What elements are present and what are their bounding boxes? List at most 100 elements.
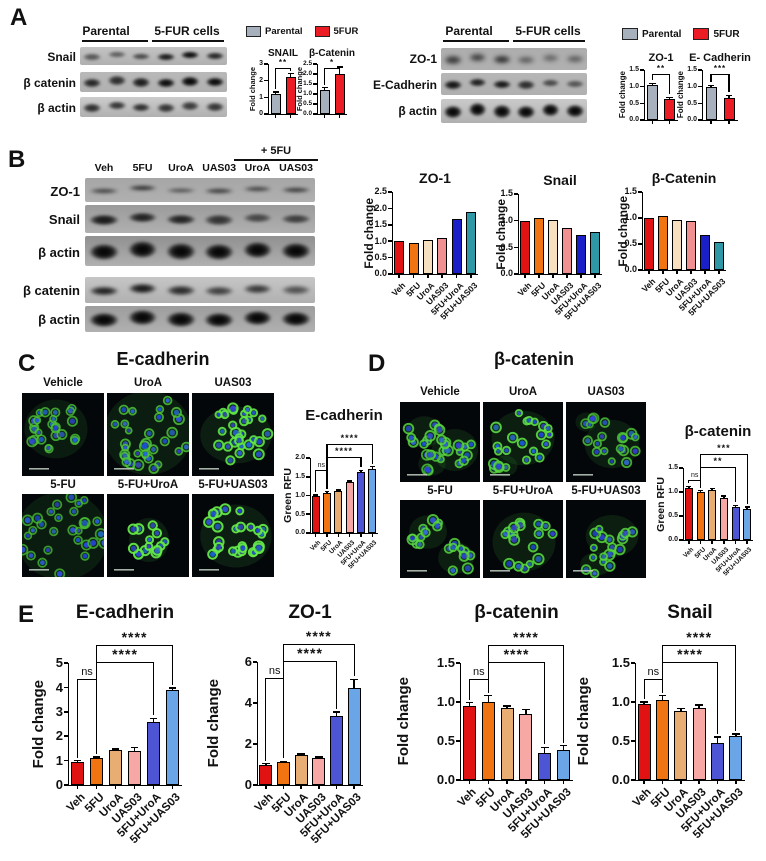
y-axis xyxy=(642,192,643,270)
y-tick xyxy=(631,740,635,742)
blot-band xyxy=(467,53,488,62)
sig-bracket-leg xyxy=(661,645,664,693)
bar-UAS03 xyxy=(312,758,326,785)
fluorescence-micrograph xyxy=(107,494,189,577)
sig-bracket xyxy=(662,662,718,664)
y-tick-label: 1.0 xyxy=(611,694,630,710)
y-tick xyxy=(514,219,518,222)
y-tick-label: 1.0 xyxy=(687,83,697,91)
x-tick xyxy=(688,540,690,544)
y-tick xyxy=(388,224,392,226)
blot-band xyxy=(126,211,159,224)
bar-UAS03 xyxy=(692,708,706,780)
y-tick-label: 1.5 xyxy=(500,188,513,199)
chart-a-ecadherin: E- Cadherin Fold change 0.0 0.5 1.0 1.5 *** xyxy=(674,50,754,142)
y-tick xyxy=(64,784,68,786)
x-tick xyxy=(300,785,302,789)
sig-bracket-leg xyxy=(728,74,730,93)
y-tick-label: 1.5 xyxy=(624,186,637,197)
y-tick xyxy=(313,73,317,75)
x-tick xyxy=(735,780,737,784)
error-bar-cap xyxy=(559,744,568,747)
blot-band xyxy=(155,52,176,62)
sig-label-ns: ns xyxy=(268,665,281,677)
error-bar-cap xyxy=(287,72,294,75)
y-tick-label: 6 xyxy=(244,654,252,670)
y-tick-label: 0 xyxy=(259,110,263,118)
x-tick xyxy=(360,533,362,537)
sig-label-***: *** xyxy=(717,443,731,453)
x-tick xyxy=(699,540,702,544)
bar-UAS03 xyxy=(719,497,728,540)
x-tick xyxy=(318,785,320,789)
bar-5FUR xyxy=(285,77,296,114)
error-bar-cap xyxy=(707,84,715,87)
blot-row-label-aright1: E-Cadherin xyxy=(372,78,437,92)
error-bar-cap xyxy=(540,746,549,748)
x-tick xyxy=(353,785,355,789)
y-tick-label: 0.5 xyxy=(668,512,678,520)
legend-swatch-Parental xyxy=(246,26,261,37)
lane-header-UAS03: UAS03 xyxy=(279,162,313,174)
error-bar xyxy=(171,688,174,690)
x-tick xyxy=(710,120,712,124)
bar-Veh xyxy=(394,241,405,274)
blot-band xyxy=(88,285,120,297)
sig-bracket xyxy=(96,662,154,664)
error-bar-cap xyxy=(313,494,319,496)
image-label-d-Vehicle: Vehicle xyxy=(420,386,460,398)
blot-row-label-aleft2: β actin xyxy=(37,101,76,115)
fluorescence-micrograph xyxy=(483,500,563,578)
y-tick xyxy=(456,740,460,742)
x-tick xyxy=(544,780,546,784)
lane-header-Veh: Veh xyxy=(94,162,114,174)
bar-Parental xyxy=(647,85,658,120)
y-tick-label: 0.0 xyxy=(436,772,455,788)
bar-5FU xyxy=(408,242,419,274)
y-tick-label: 1.5 xyxy=(629,66,639,74)
blot-a-bactin2 xyxy=(441,99,587,123)
sig-bracket-leg xyxy=(360,457,362,468)
sig-bracket xyxy=(327,457,361,459)
panel-d-title: β-catenin xyxy=(494,349,574,369)
sig-label-**: ** xyxy=(656,64,666,73)
blot-band xyxy=(82,77,103,89)
y-tick-label: 1.5 xyxy=(303,79,312,87)
y-tick xyxy=(456,701,460,703)
sig-bracket xyxy=(327,444,373,446)
error-bar-cap xyxy=(314,756,323,758)
x-tick xyxy=(506,780,508,784)
y-tick xyxy=(64,662,68,664)
y-tick-label: 2.5 xyxy=(374,186,387,197)
error-bar-cap xyxy=(744,506,750,508)
sig-bracket-leg xyxy=(289,68,292,71)
x-tick xyxy=(412,274,415,278)
sig-bracket-leg xyxy=(171,645,174,686)
blot-band xyxy=(467,102,488,117)
blot-band xyxy=(280,310,312,328)
sig-label-****: **** xyxy=(503,646,530,662)
group-header-parental-left: Parental xyxy=(82,24,130,38)
error-bar xyxy=(348,480,351,483)
sig-bracket xyxy=(488,662,545,664)
y-tick-label: 0.0 xyxy=(611,772,630,788)
bar-5FU+UroA xyxy=(451,218,462,274)
blot-band xyxy=(443,104,464,120)
image-label-d-5-FU+UAS03: 5-FU+UAS03 xyxy=(571,485,641,497)
y-tick xyxy=(253,702,257,704)
x-axis xyxy=(257,785,363,786)
y-tick-label: 1.5 xyxy=(295,473,305,481)
bar-5FU xyxy=(323,492,331,533)
error-bar-cap xyxy=(149,717,158,720)
error-bar-cap xyxy=(676,707,685,709)
sig-bracket-leg xyxy=(668,74,671,95)
y-tick-label: 0.0 xyxy=(668,536,678,544)
image-label-c-UAS03: UAS03 xyxy=(214,377,252,389)
x-tick xyxy=(468,780,471,784)
blot-band xyxy=(491,104,512,119)
error-bar-cap xyxy=(465,702,474,704)
blot-band xyxy=(280,187,312,193)
image-d-5-FU xyxy=(400,500,480,578)
panel-c-letter: C xyxy=(18,350,36,377)
blot-band xyxy=(106,50,127,59)
